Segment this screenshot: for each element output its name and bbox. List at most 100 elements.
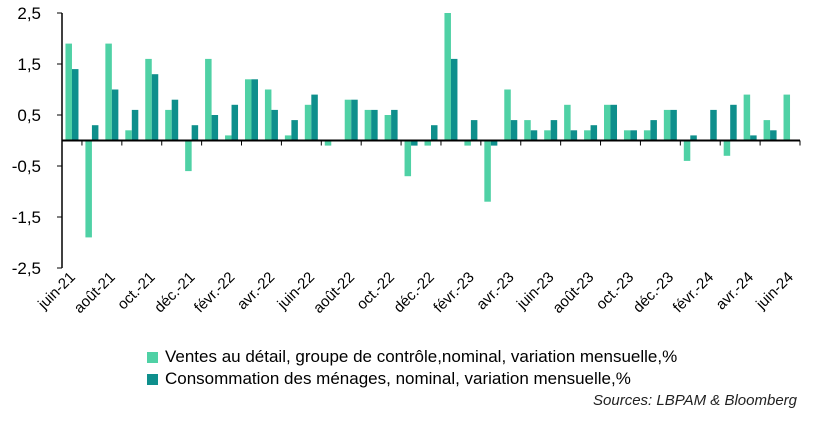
legend-item-ventes: Ventes au détail, groupe de contrôle,nom… — [147, 346, 677, 368]
bar-consommation-26 — [590, 125, 598, 141]
bar-ventes-22 — [504, 89, 511, 141]
bar-consommation-27 — [610, 104, 618, 141]
bar-ventes-15 — [364, 109, 372, 141]
bar-consommation-33 — [730, 104, 737, 141]
source-note: Sources: LBPAM & Bloomberg — [593, 392, 797, 409]
bar-ventes-11 — [284, 135, 292, 141]
legend-label-consommation: Consommation des ménages, nominal, varia… — [165, 369, 631, 388]
bar-ventes-5 — [165, 109, 172, 141]
legend: Ventes au détail, groupe de contrôle,nom… — [147, 346, 677, 390]
y-tick-label-5: -2,5 — [12, 259, 41, 278]
bar-consommation-7 — [211, 115, 219, 141]
bar-consommation-34 — [750, 135, 757, 141]
bar-consommation-24 — [550, 120, 558, 141]
x-tick-label-13: août-23 — [549, 269, 597, 317]
bar-consommation-18 — [431, 125, 438, 141]
x-tick-label-8: oct.-22 — [353, 269, 397, 313]
bar-consommation-14 — [351, 99, 358, 141]
bar-consommation-4 — [151, 74, 159, 141]
x-tick-label-1: août-21 — [71, 269, 119, 317]
bar-ventes-10 — [264, 89, 272, 141]
bar-ventes-29 — [643, 130, 651, 141]
bar-ventes-6 — [185, 140, 192, 172]
bar-consommation-9 — [251, 79, 258, 141]
y-tick-label-0: 2,5 — [17, 4, 41, 23]
bar-ventes-3 — [125, 130, 132, 141]
bar-consommation-0 — [71, 69, 79, 141]
legend-item-consommation: Consommation des ménages, nominal, varia… — [147, 368, 677, 390]
y-tick-label-1: 1,5 — [17, 55, 41, 74]
bar-ventes-2 — [105, 43, 112, 141]
x-tick-label-7: août-22 — [310, 269, 358, 317]
x-tick-label-17: avr.-24 — [713, 269, 757, 313]
bar-consommation-15 — [371, 109, 378, 141]
y-tick-label-3: -0,5 — [12, 157, 41, 176]
bar-consommation-28 — [630, 130, 637, 141]
bar-ventes-25 — [564, 104, 571, 141]
bar-ventes-24 — [544, 130, 551, 141]
y-tick-label-2: 0,5 — [17, 106, 41, 125]
bar-consommation-22 — [510, 120, 518, 141]
bar-ventes-16 — [384, 115, 392, 141]
bar-ventes-0 — [65, 43, 72, 141]
x-tick-label-14: oct.-23 — [593, 269, 637, 313]
bar-ventes-20 — [464, 140, 471, 146]
bar-ventes-17 — [404, 140, 412, 177]
bar-ventes-13 — [324, 140, 332, 146]
bar-ventes-18 — [424, 140, 431, 146]
x-tick-label-11: avr.-23 — [473, 269, 517, 313]
bar-consommation-16 — [391, 109, 398, 141]
bar-ventes-7 — [205, 58, 212, 141]
x-tick-label-4: févr.-22 — [191, 269, 238, 316]
bar-ventes-23 — [524, 120, 531, 141]
bar-consommation-8 — [231, 104, 239, 141]
bar-consommation-17 — [411, 140, 418, 146]
bar-consommation-6 — [191, 125, 199, 141]
bar-consommation-19 — [450, 58, 458, 141]
bar-consommation-12 — [311, 94, 318, 141]
x-tick-label-18: juin-24 — [752, 269, 797, 314]
bar-ventes-1 — [85, 140, 92, 238]
x-tick-label-15: déc.-23 — [630, 269, 677, 316]
bar-ventes-31 — [683, 140, 691, 161]
bar-ventes-14 — [344, 99, 352, 141]
x-tick-label-3: déc.-21 — [151, 269, 198, 316]
bar-ventes-36 — [783, 94, 791, 141]
bar-consommation-23 — [530, 130, 538, 141]
bar-ventes-27 — [604, 104, 611, 141]
bar-consommation-3 — [131, 109, 139, 141]
x-tick-label-16: févr.-24 — [670, 269, 717, 316]
bar-consommation-2 — [111, 89, 119, 141]
legend-swatch-ventes — [147, 351, 158, 363]
x-tick-label-9: déc.-22 — [390, 269, 437, 316]
bar-consommation-1 — [91, 125, 99, 141]
bar-ventes-34 — [743, 94, 751, 141]
y-tick-label-4: -1,5 — [12, 208, 41, 227]
bar-consommation-32 — [710, 109, 717, 141]
bar-ventes-21 — [484, 140, 491, 202]
legend-label-ventes: Ventes au détail, groupe de contrôle,nom… — [165, 347, 678, 366]
x-tick-label-5: avr.-22 — [234, 269, 278, 313]
bar-ventes-33 — [723, 140, 731, 156]
bar-consommation-31 — [690, 135, 697, 141]
bar-consommation-30 — [670, 109, 677, 141]
bar-consommation-21 — [490, 140, 498, 146]
bar-ventes-9 — [244, 79, 252, 141]
bar-consommation-10 — [271, 109, 278, 141]
x-tick-label-10: févr.-23 — [430, 269, 477, 316]
bar-consommation-5 — [171, 99, 179, 141]
x-tick-label-2: oct.-21 — [114, 269, 158, 313]
bar-consommation-11 — [291, 120, 298, 141]
bar-consommation-20 — [470, 120, 478, 141]
bar-ventes-12 — [304, 104, 312, 141]
bar-ventes-8 — [225, 135, 232, 141]
bar-ventes-30 — [663, 109, 671, 141]
bar-ventes-35 — [763, 120, 771, 141]
bar-ventes-19 — [444, 13, 451, 141]
bar-consommation-25 — [570, 130, 578, 141]
bar-ventes-26 — [584, 130, 591, 141]
bar-ventes-28 — [623, 130, 631, 141]
bar-consommation-35 — [770, 130, 777, 141]
